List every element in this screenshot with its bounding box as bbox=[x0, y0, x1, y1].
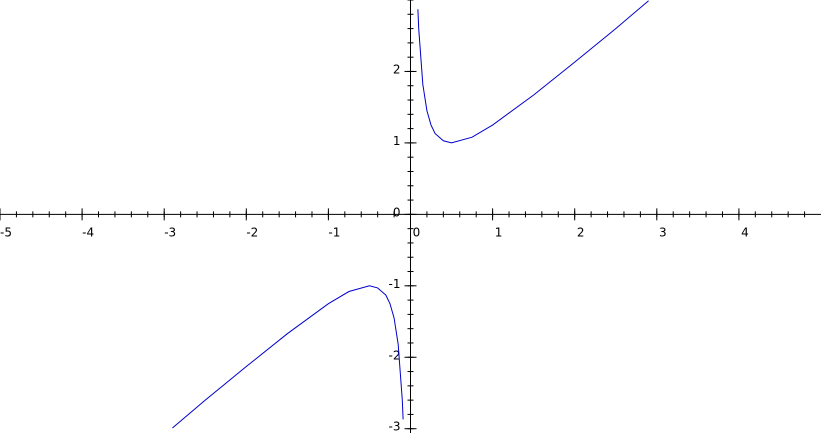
x-tick-label: -2 bbox=[246, 225, 258, 239]
y-tick-label: -3 bbox=[389, 420, 401, 433]
x-tick-label: -5 bbox=[0, 225, 12, 239]
curve bbox=[172, 0, 649, 429]
y-tick-label: -1 bbox=[389, 277, 401, 291]
x-tick-label: 0 bbox=[413, 225, 421, 239]
x-tick-label: 3 bbox=[659, 225, 667, 239]
x-tick-label: -1 bbox=[328, 225, 340, 239]
y-tick-label: 0 bbox=[393, 205, 401, 219]
x-tick-label: -3 bbox=[164, 225, 176, 239]
x-tick-label: -4 bbox=[82, 225, 94, 239]
x-tick-label: 1 bbox=[495, 225, 503, 239]
y-tick-label: 1 bbox=[393, 134, 401, 148]
x-tick-label: 2 bbox=[577, 225, 585, 239]
y-tick-label: 2 bbox=[393, 62, 401, 76]
y-tick-label: -2 bbox=[389, 348, 401, 362]
x-tick-label: 4 bbox=[741, 225, 749, 239]
